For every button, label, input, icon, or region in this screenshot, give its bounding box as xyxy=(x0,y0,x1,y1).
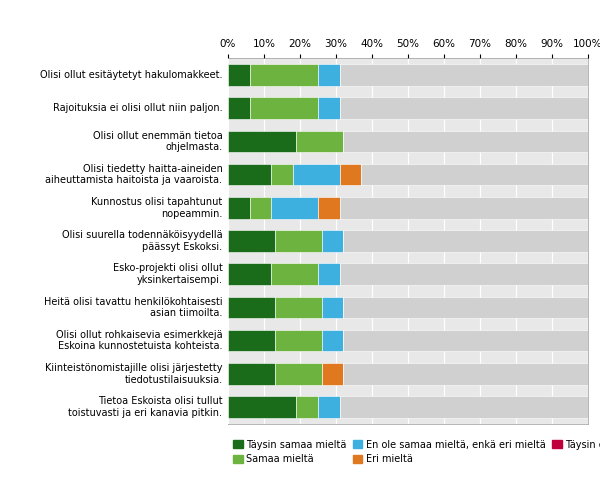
Bar xyxy=(275,363,322,385)
Bar xyxy=(340,197,588,219)
Bar xyxy=(318,396,340,418)
Bar xyxy=(343,363,588,385)
Bar xyxy=(318,97,340,119)
Bar xyxy=(250,64,318,86)
Bar xyxy=(340,97,588,119)
Bar xyxy=(340,396,588,418)
Bar xyxy=(228,330,275,352)
Bar xyxy=(343,330,588,352)
Bar xyxy=(340,64,588,86)
Bar xyxy=(250,97,318,119)
Bar xyxy=(271,197,318,219)
Bar xyxy=(343,131,588,152)
Bar xyxy=(250,197,271,219)
Bar xyxy=(296,131,343,152)
Bar xyxy=(275,297,322,318)
Bar xyxy=(275,330,322,352)
Bar xyxy=(322,330,343,352)
Bar xyxy=(228,263,271,285)
Bar xyxy=(271,164,293,186)
Bar xyxy=(361,164,588,186)
Bar xyxy=(228,363,275,385)
Bar xyxy=(318,64,340,86)
Bar xyxy=(275,230,322,252)
Bar xyxy=(228,131,296,152)
Bar xyxy=(318,263,340,285)
Bar xyxy=(343,230,588,252)
Bar xyxy=(322,230,343,252)
Bar xyxy=(228,297,275,318)
Bar xyxy=(322,297,343,318)
Bar xyxy=(340,263,588,285)
Bar xyxy=(228,97,250,119)
Legend: Täysin samaa mieltä, Samaa mieltä, En ole samaa mieltä, enkä eri mieltä, Eri mie: Täysin samaa mieltä, Samaa mieltä, En ol… xyxy=(233,439,600,465)
Bar xyxy=(228,164,271,186)
Bar xyxy=(228,197,250,219)
Bar xyxy=(340,164,361,186)
Bar xyxy=(271,263,318,285)
Bar xyxy=(228,230,275,252)
Bar xyxy=(293,164,340,186)
Bar xyxy=(322,363,343,385)
Bar xyxy=(296,396,318,418)
Bar xyxy=(318,197,340,219)
Bar xyxy=(228,396,296,418)
Bar xyxy=(228,64,250,86)
Bar xyxy=(343,297,588,318)
